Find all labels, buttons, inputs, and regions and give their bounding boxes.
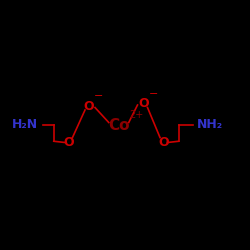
Text: O: O (158, 136, 169, 149)
Text: O: O (84, 100, 94, 113)
Text: O: O (138, 97, 149, 110)
Text: H₂N: H₂N (12, 118, 38, 132)
Text: NH₂: NH₂ (197, 118, 223, 132)
Text: Co: Co (108, 118, 130, 132)
Text: O: O (64, 136, 74, 149)
Text: −: − (94, 91, 104, 101)
Text: 2+: 2+ (129, 110, 143, 120)
Text: −: − (149, 89, 158, 99)
